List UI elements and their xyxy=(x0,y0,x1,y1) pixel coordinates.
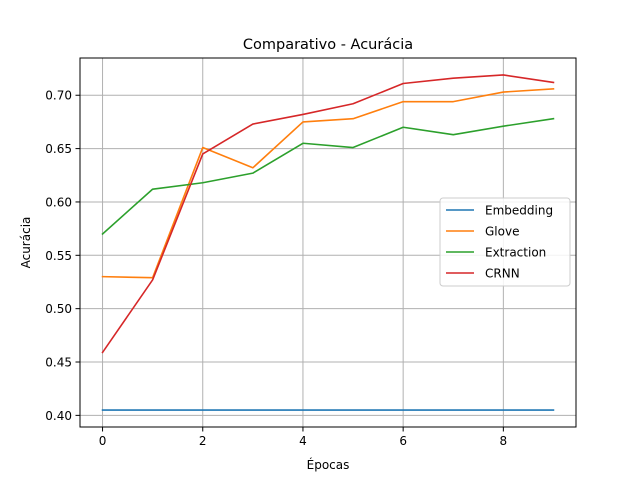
axis-ticks: 0 2 4 6 8 0.40 0.45 0.50 0.55 0.60 0.65 0.70 xyxy=(45,89,507,448)
legend-label-extraction: Extraction xyxy=(485,246,546,260)
series-line-extraction xyxy=(101,117,555,236)
legend-label-glove: Glove xyxy=(485,225,519,239)
series-lines xyxy=(101,74,555,411)
legend-label-crnn: CRNN xyxy=(485,267,520,281)
legend-label-embedding: Embedding xyxy=(485,204,553,218)
legend: Embedding Glove Extraction CRNN xyxy=(439,197,571,287)
y-tick-label: 0.60 xyxy=(45,195,72,209)
grid xyxy=(80,58,576,427)
x-tick-label: 0 xyxy=(99,434,107,448)
x-tick-label: 2 xyxy=(199,434,207,448)
x-axis-label: Épocas xyxy=(307,457,350,472)
x-tick-label: 8 xyxy=(500,434,508,448)
legend-box xyxy=(439,197,571,287)
y-tick-label: 0.40 xyxy=(45,409,72,423)
y-tick-label: 0.50 xyxy=(45,302,72,316)
x-tick-label: 4 xyxy=(299,434,307,448)
plot-frame xyxy=(79,57,577,428)
y-tick-label: 0.70 xyxy=(45,89,72,103)
series-line-crnn xyxy=(101,74,555,354)
y-tick-label: 0.55 xyxy=(45,249,72,263)
y-tick-label: 0.45 xyxy=(45,356,72,370)
chart-title: Comparativo - Acurácia xyxy=(243,37,413,53)
y-axis-label: Acurácia xyxy=(19,217,33,269)
series-line-glove xyxy=(101,87,555,279)
x-tick-label: 6 xyxy=(399,434,407,448)
y-tick-label: 0.65 xyxy=(45,142,72,156)
